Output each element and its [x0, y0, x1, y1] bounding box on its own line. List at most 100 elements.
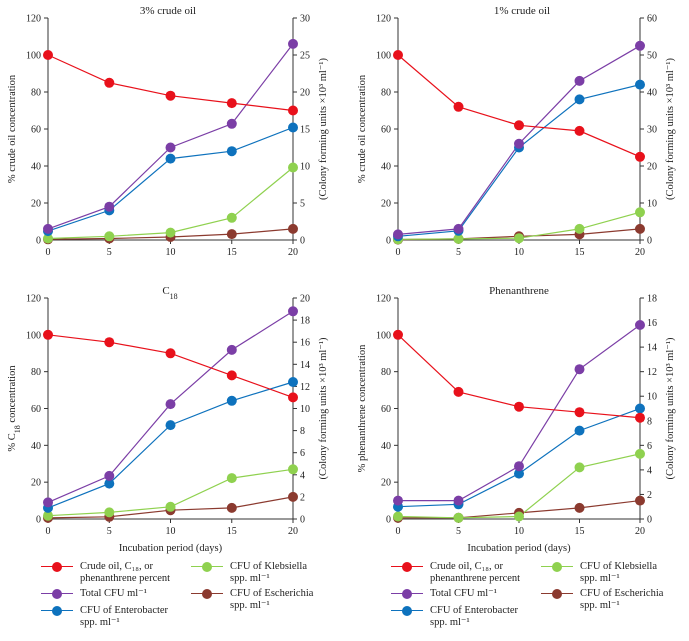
data-point-crude: [453, 101, 464, 112]
right-tick-label: 25: [300, 51, 310, 62]
data-point-total: [574, 364, 585, 375]
data-point-enterobacter: [574, 425, 585, 436]
legend-item-klebsiella: CFU of Klebsiella spp. ml⁻¹: [190, 561, 307, 585]
right-tick-label: 10: [300, 404, 310, 415]
data-point-enterobacter: [288, 122, 298, 133]
x-tick-label: 0: [46, 247, 51, 258]
legend-left: Crude oil, C₁₈, or phenanthrene percent C…: [40, 561, 689, 641]
data-point-klebsiella: [453, 512, 464, 523]
data-point-total: [165, 142, 176, 153]
right-tick-label: 30: [647, 125, 657, 136]
right-tick-label: 0: [647, 236, 652, 247]
left-tick-label: 40: [31, 162, 41, 173]
left-tick-label: 100: [376, 330, 391, 341]
legend-label-crude: Crude oil, C₁₈, or phenanthrene percent: [430, 561, 521, 584]
legend-right: Crude oil, C₁₈, or phenanthrene percent C…: [390, 561, 689, 641]
right-tick-label: 2: [300, 492, 305, 503]
data-point-total: [453, 223, 464, 234]
data-point-total: [226, 344, 237, 355]
x-tick-label: 5: [107, 526, 112, 537]
right-tick-label: 0: [300, 515, 305, 526]
data-point-crude: [574, 407, 585, 418]
x-tick-label: 20: [635, 526, 645, 537]
series-line-crude: [47, 54, 294, 112]
data-point-klebsiella: [104, 507, 115, 518]
data-point-total: [393, 229, 403, 240]
legend-label-enterobacter: CFU of Enterobacter spp. ml⁻¹: [80, 605, 169, 628]
left-tick-label: 40: [381, 441, 391, 452]
legend-label-escherichia: CFU of Escherichia spp. ml⁻¹: [230, 588, 314, 611]
data-point-klebsiella: [104, 231, 115, 242]
data-point-crude: [393, 329, 403, 340]
data-point-total: [514, 138, 524, 149]
right-tick-label: 40: [647, 88, 657, 99]
data-point-enterobacter: [226, 146, 237, 157]
x-tick-label: 20: [288, 526, 298, 537]
chart-title: 1% crude oil: [494, 5, 550, 17]
data-point-crude: [453, 386, 464, 397]
left-tick-label: 120: [376, 294, 391, 305]
left-tick-label: 80: [381, 367, 391, 378]
data-point-total: [43, 223, 53, 234]
right-tick-label: 4: [647, 465, 652, 476]
legend-item-total: Total CFU ml⁻¹: [390, 588, 497, 600]
x-tick-label: 5: [456, 526, 461, 537]
left-tick-label: 60: [31, 125, 41, 136]
data-point-klebsiella: [574, 462, 585, 473]
legend-marker-enterobacter: [390, 605, 424, 617]
right-tick-label: 20: [647, 162, 657, 173]
legend-item-klebsiella: CFU of Klebsiella spp. ml⁻¹: [540, 561, 657, 585]
left-tick-label: 80: [31, 88, 41, 99]
data-point-total: [453, 495, 464, 506]
data-point-crude: [226, 98, 237, 109]
x-tick-label: 15: [575, 526, 585, 537]
data-point-escherichia: [574, 502, 585, 513]
data-point-klebsiella: [574, 223, 585, 234]
y-axis-left-label: % crude oil concentration: [357, 74, 368, 183]
left-tick-label: 20: [31, 478, 41, 489]
right-tick-label: 10: [647, 199, 657, 210]
right-tick-label: 4: [300, 470, 305, 481]
legend-marker-total: [390, 588, 424, 600]
data-point-klebsiella: [514, 511, 524, 522]
right-tick-label: 14: [647, 343, 657, 354]
x-tick-label: 15: [227, 526, 237, 537]
right-tick-label: 20: [300, 88, 310, 99]
y-axis-right-label: (Colony forming units ×10³ ml⁻¹): [318, 337, 329, 480]
right-tick-label: 2: [647, 490, 652, 501]
x-tick-label: 15: [227, 247, 237, 258]
data-point-klebsiella: [635, 207, 645, 218]
right-tick-label: 12: [300, 382, 310, 393]
data-point-crude: [393, 50, 403, 60]
data-point-enterobacter: [574, 94, 585, 105]
data-point-crude: [104, 337, 115, 348]
data-point-klebsiella: [165, 501, 176, 512]
data-point-crude: [165, 90, 176, 101]
legend-marker-klebsiella: [540, 561, 574, 573]
series-line-enterobacter: [397, 84, 641, 237]
left-tick-label: 20: [31, 199, 41, 210]
x-tick-label: 10: [514, 526, 524, 537]
left-tick-label: 100: [376, 51, 391, 62]
chart-title: 3% crude oil: [140, 5, 196, 17]
data-point-total: [104, 201, 115, 212]
legend-label-escherichia: CFU of Escherichia spp. ml⁻¹: [580, 588, 664, 611]
right-tick-label: 10: [300, 162, 310, 173]
legend-label-total: Total CFU ml⁻¹: [80, 588, 147, 599]
legend-label-klebsiella: CFU of Klebsiella spp. ml⁻¹: [580, 561, 657, 584]
data-point-total: [288, 38, 298, 49]
x-axis-label: Incubation period (days): [467, 543, 571, 554]
legend-marker-escherichia: [540, 588, 574, 600]
x-tick-label: 5: [456, 247, 461, 258]
right-tick-label: 6: [647, 441, 652, 452]
y-axis-right-label: (Colony forming units ×10³ ml⁻¹): [318, 57, 329, 200]
left-tick-label: 40: [31, 441, 41, 452]
legend-item-enterobacter: CFU of Enterobacter spp. ml⁻¹: [390, 605, 518, 629]
series-line-enterobacter: [397, 407, 641, 508]
data-point-escherichia: [226, 502, 237, 513]
data-point-escherichia: [635, 495, 645, 506]
data-point-enterobacter: [514, 468, 524, 479]
data-point-total: [393, 495, 403, 506]
data-point-total: [165, 399, 176, 410]
